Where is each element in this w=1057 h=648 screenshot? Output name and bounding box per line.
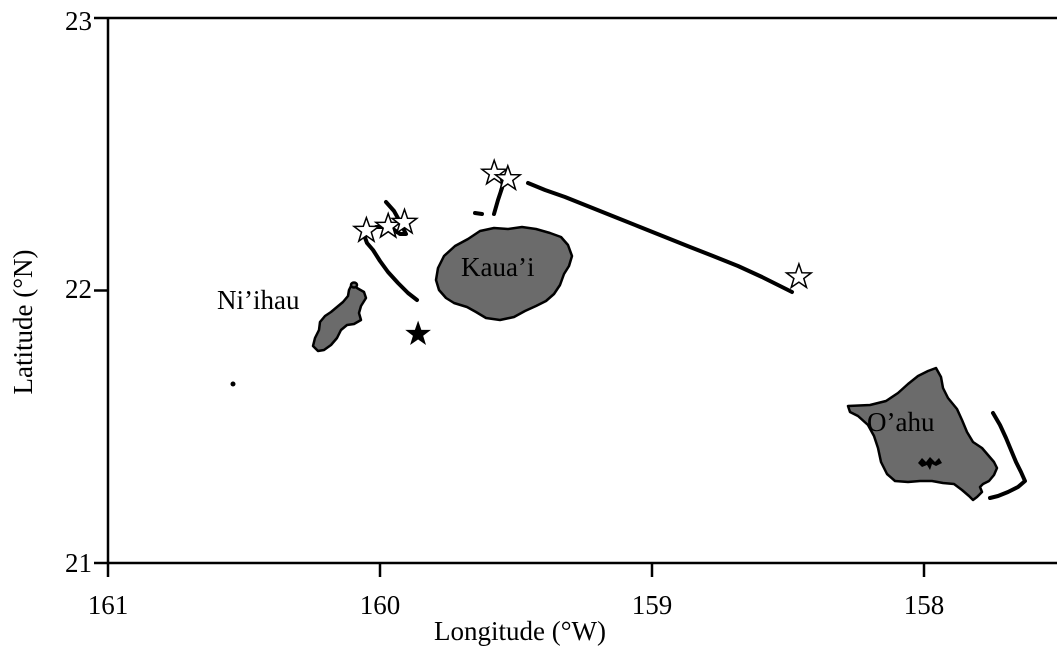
label-oahu: O’ahu	[867, 407, 935, 437]
y-tick-label-21: 21	[65, 548, 92, 578]
islands	[230, 225, 999, 502]
island-oahu	[846, 366, 999, 502]
island-niihau	[311, 282, 368, 353]
filled-star-marker-1	[405, 320, 431, 346]
track-oahu-east	[988, 411, 1027, 500]
islet-kaula	[230, 381, 236, 387]
open-star-marker-1	[351, 215, 381, 243]
island-labels: Ni’ihau Kaua’i O’ahu	[217, 252, 935, 437]
track-kauai-north-short	[473, 211, 484, 216]
x-tick-label-158: 158	[904, 590, 945, 620]
x-axis-title: Longitude (°W)	[434, 616, 606, 646]
origin-markers	[405, 320, 431, 346]
x-tick-label-161: 161	[88, 590, 129, 620]
label-kauai: Kaua’i	[461, 252, 534, 282]
y-axis-ticks	[94, 16, 108, 565]
open-star-marker-4	[479, 158, 509, 186]
island-kauai	[434, 225, 574, 322]
pearl-harbor	[918, 457, 942, 470]
islet-lehua	[349, 281, 359, 289]
x-axis: 161 160 159 158 Longitude (°W)	[88, 590, 945, 646]
open-star-marker-6	[784, 261, 814, 290]
x-tick-label-159: 159	[632, 590, 673, 620]
y-tick-label-22: 22	[65, 274, 92, 304]
track-west	[362, 200, 419, 302]
track-channel	[526, 181, 794, 294]
open-star-marker-5	[493, 163, 523, 192]
x-axis-ticks	[106, 563, 926, 577]
y-axis: 23 22 21 Latitude (°N)	[8, 6, 92, 578]
y-tick-label-23: 23	[65, 6, 92, 36]
label-niihau: Ni’ihau	[217, 285, 300, 315]
sighting-markers	[351, 158, 814, 290]
x-tick-label-160: 160	[360, 590, 401, 620]
y-axis-title: Latitude (°N)	[8, 250, 38, 395]
open-star-marker-3	[389, 207, 419, 235]
